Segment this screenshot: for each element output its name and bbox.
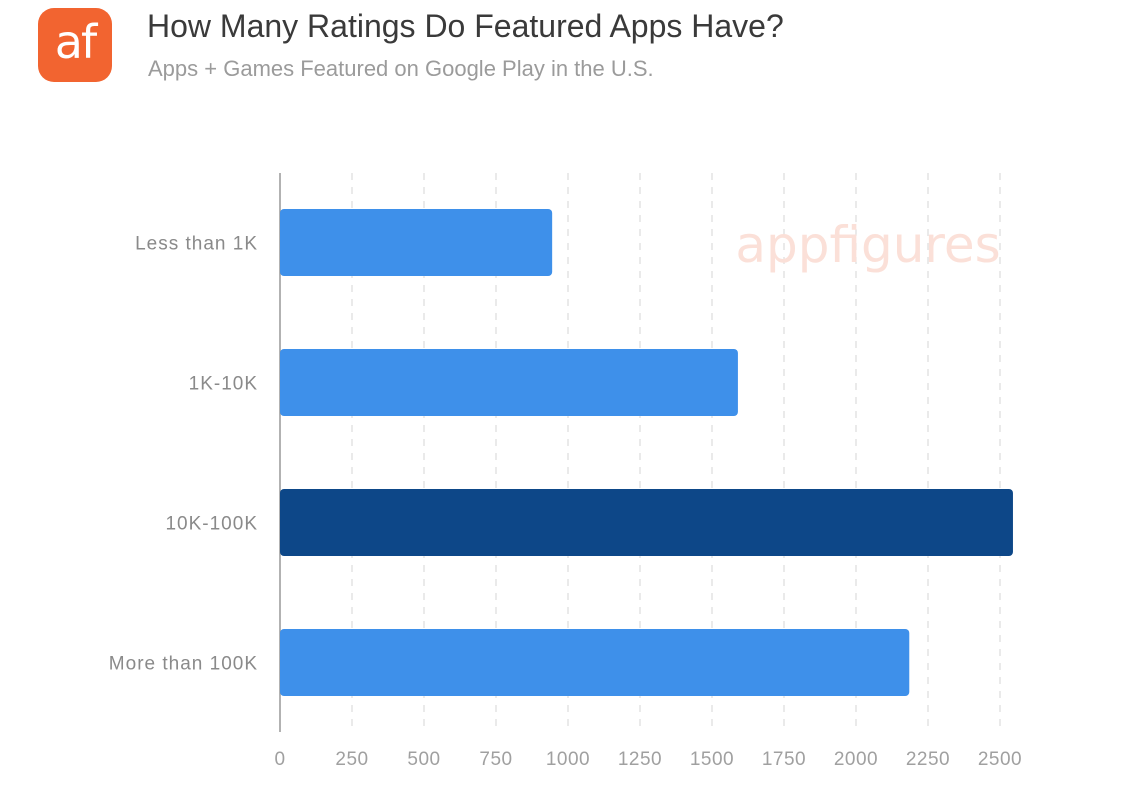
logo-text: af [54, 15, 97, 69]
category-label: 10K-100K [165, 514, 258, 535]
x-tick-label: 250 [335, 749, 368, 770]
x-tick-label: 1750 [762, 749, 806, 770]
bar [280, 629, 910, 696]
bar [280, 209, 553, 276]
appfigures-logo: af [38, 8, 112, 82]
chart-title: How Many Ratings Do Featured Apps Have? [147, 8, 784, 44]
x-tick-label: 1500 [690, 749, 734, 770]
watermark-text: appfigures [735, 216, 1000, 274]
x-tick-label: 1000 [546, 749, 590, 770]
category-label: Less than 1K [135, 234, 258, 255]
x-tick-label: 0 [274, 749, 285, 770]
chart-subtitle: Apps + Games Featured on Google Play in … [148, 56, 654, 81]
x-tick-label: 500 [407, 749, 440, 770]
category-label: 1K-10K [189, 374, 258, 395]
bar [280, 489, 1013, 556]
x-tick-label: 750 [479, 749, 512, 770]
x-tick-label: 2000 [834, 749, 878, 770]
bar [280, 349, 738, 416]
x-tick-label: 2250 [906, 749, 950, 770]
x-tick-label: 2500 [978, 749, 1022, 770]
category-label: More than 100K [109, 654, 258, 675]
x-tick-label: 1250 [618, 749, 662, 770]
